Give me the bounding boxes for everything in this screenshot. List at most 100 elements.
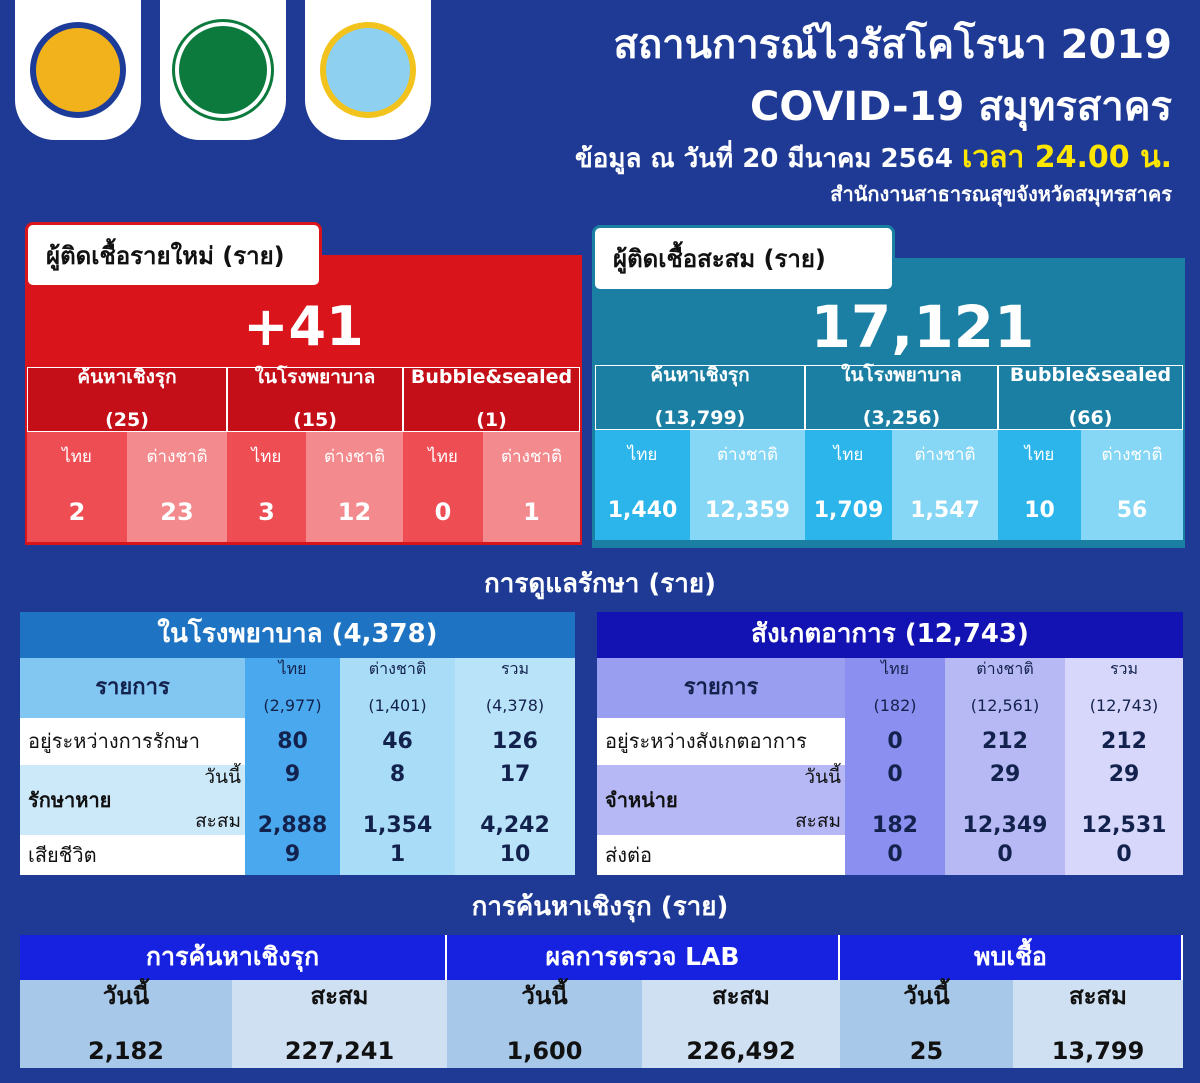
time-text: เวลา 24.00 น. [961, 140, 1172, 175]
cell-text: 29 [989, 762, 1021, 788]
foreign-cell: ต่างชาติ 1 [483, 432, 580, 542]
today-cumulative-labels: วันนี้สะสม [775, 765, 841, 835]
foreign-cell: ต่างชาติ 56 [1081, 430, 1183, 540]
row-label: เสียชีวิต [20, 835, 245, 875]
thai-cell: ไทย 1,709 [805, 430, 892, 540]
active-search-section-title: การค้นหาเชิงรุก (ราย) [471, 892, 729, 923]
ministry-of-public-health-logo [160, 0, 286, 140]
date-line: ข้อมูล ณ วันที่ 20 มีนาคม 2564 เวลา 24.0… [575, 134, 1172, 181]
page-subtitle: COVID-19 สมุทรสาคร [749, 84, 1172, 130]
cell-text: สะสม [795, 809, 841, 832]
cell-text: ค้นหาเชิงรุก [650, 363, 750, 386]
foreign-label: ต่างชาติ [146, 446, 208, 467]
thai-label: ไทย [62, 446, 92, 467]
row-label: จำหน่าย [597, 765, 845, 835]
group-header: ในโรงพยาบาล (3,256) [805, 364, 998, 430]
column-header: ไทย (2,977) [245, 658, 340, 718]
today-cell: วันนี้ 1,600 [447, 980, 642, 1068]
cell-text: (13,799) [654, 407, 746, 430]
value-cell: 0 [845, 718, 945, 765]
foreign-label: ต่างชาติ [323, 446, 385, 467]
group-header: Bubble&sealed (1) [403, 365, 580, 432]
column-item-header: รายการ [20, 658, 245, 718]
cell-text: Bubble&sealed [410, 365, 573, 388]
value-cell: 29 12,349 [945, 762, 1065, 838]
value-cell: 80 [245, 718, 340, 765]
care-section-title: การดูแลรักษา (ราย) [484, 569, 716, 600]
foreign-label: ต่างชาติ [500, 446, 562, 467]
cell-text: 17 [499, 762, 531, 788]
cell-text: ในโรงพยาบาล [254, 365, 376, 388]
thai-value: 10 [1024, 498, 1055, 524]
foreign-label: ต่างชาติ [1101, 445, 1163, 466]
today-cumulative-labels: วันนี้สะสม [175, 765, 241, 835]
value-cell: 1 [340, 835, 455, 875]
row-label: อยู่ระหว่างสังเกตอาการ [597, 718, 845, 765]
value-cell: 212 [1065, 718, 1183, 765]
cell-text: 12,531 [1081, 812, 1167, 838]
new-cases-label: ผู้ติดเชื้อรายใหม่ (ราย) [25, 222, 322, 288]
group-header: ค้นหาเชิงรุก (25) [27, 365, 227, 432]
cell-text: (3,256) [862, 407, 941, 430]
column-header: ต่างชาติ (12,561) [945, 658, 1065, 718]
foreign-cell: ต่างชาติ 12,359 [690, 430, 805, 540]
cell-text: (2,977) [263, 696, 322, 716]
value-cell: 0 [1065, 835, 1183, 875]
column-header: รวม (4,378) [455, 658, 575, 718]
row-label: ส่งต่อ [597, 835, 845, 875]
cell-text: ค้นหาเชิงรุก [77, 365, 177, 388]
foreign-value: 12,359 [705, 498, 790, 524]
cell-text: (1) [476, 409, 507, 432]
thai-cell: ไทย 1,440 [595, 430, 690, 540]
thai-value: 3 [258, 497, 275, 526]
cell-text: วันนี้ [903, 981, 950, 1010]
value-cell: 126 [455, 718, 575, 765]
group-header: ค้นหาเชิงรุก (13,799) [595, 363, 805, 430]
observe-table-title: สังเกตอาการ (12,743) [597, 612, 1183, 658]
foreign-cell: ต่างชาติ 1,547 [892, 430, 998, 540]
cell-text: 8 [389, 762, 406, 788]
value-cell: 17 4,242 [455, 762, 575, 838]
thai-cell: ไทย 3 [227, 432, 306, 542]
cell-text: 25 [909, 1036, 944, 1065]
thai-value: 0 [434, 497, 452, 526]
cell-text: 12,349 [962, 812, 1048, 838]
cell-text: 226,492 [686, 1036, 796, 1065]
cell-text: 2,888 [257, 812, 328, 838]
group-header: ในโรงพยาบาล (15) [227, 365, 403, 432]
cell-text: สะสม [1068, 981, 1127, 1010]
cell-text: ต่างชาติ [976, 659, 1034, 679]
cell-text: Bubble&sealed [1009, 363, 1172, 386]
samut-sakhon-seal-logo [305, 0, 431, 140]
cumulative-total: 17,121 [810, 292, 1035, 361]
value-cell: 8 1,354 [340, 762, 455, 838]
value-cell: 0 [845, 835, 945, 875]
active-group-header: การค้นหาเชิงรุก [20, 935, 447, 980]
value-cell: 0 182 [845, 762, 945, 838]
cell-text: สะสม [711, 981, 770, 1010]
active-group-header: พบเชื้อ [840, 935, 1183, 980]
cell-text: 9 [284, 762, 301, 788]
cell-text: วันนี้ [804, 766, 841, 789]
cell-text: วันนี้ [204, 766, 241, 789]
cell-text: วันนี้ [521, 981, 568, 1010]
column-item-header: รายการ [597, 658, 845, 718]
cell-text: (4,378) [485, 696, 545, 716]
cumulative-label: ผู้ติดเชื้อสะสม (ราย) [592, 225, 895, 292]
new-cases-total: +41 [243, 294, 364, 358]
thai-label: ไทย [251, 446, 282, 467]
cumulative-cell: สะสม 13,799 [1013, 980, 1183, 1068]
cell-text: ไทย [881, 659, 909, 679]
cell-text: (182) [873, 696, 917, 716]
column-header: ต่างชาติ (1,401) [340, 658, 455, 718]
cumulative-cell: สะสม 227,241 [232, 980, 447, 1068]
active-group-header: ผลการตรวจ LAB [447, 935, 840, 980]
cell-text: ต่างชาติ [368, 659, 427, 679]
thai-value: 1,709 [813, 498, 884, 524]
value-cell: 9 2,888 [245, 762, 340, 838]
cell-text: 0 [887, 762, 903, 788]
foreign-value: 1 [523, 497, 540, 526]
cell-text: สะสม [195, 809, 241, 832]
today-cell: วันนี้ 25 [840, 980, 1013, 1068]
value-cell: 0 [945, 835, 1065, 875]
